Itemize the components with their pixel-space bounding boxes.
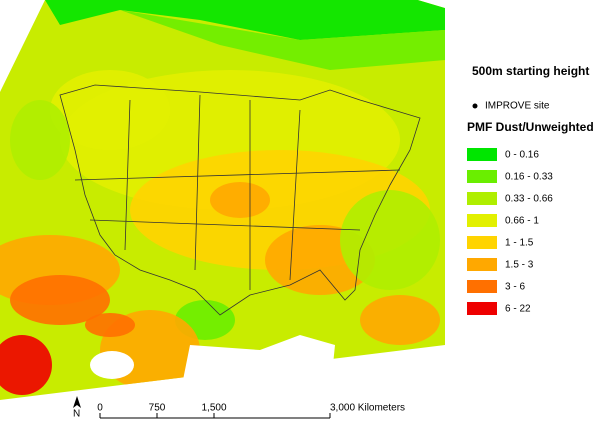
surface-patch — [120, 10, 445, 70]
scale-label: 0 — [97, 403, 103, 414]
north-arrow — [73, 396, 81, 408]
legend-label: 6 - 22 — [505, 304, 531, 315]
legend-swatch — [467, 280, 497, 293]
water-gap — [90, 351, 134, 379]
scale-area: N 0 750 1,500 3,000 Kilometers — [0, 396, 445, 427]
site-symbol — [472, 103, 478, 109]
site-legend-label: IMPROVE site — [485, 101, 550, 112]
surface-patch — [210, 182, 270, 218]
legend-title: PMF Dust/Unweighted — [467, 120, 594, 134]
surface-patch — [45, 0, 445, 40]
legend-swatch — [467, 148, 497, 161]
legend-swatch — [467, 302, 497, 315]
surface-patch — [0, 335, 52, 395]
scale-background — [0, 400, 445, 427]
legend-label: 1.5 - 3 — [505, 260, 534, 271]
country-outline — [59, 84, 421, 316]
scale-label: 750 — [149, 403, 166, 414]
legend-label: 0.33 - 0.66 — [505, 194, 553, 205]
legend-label: 0.16 - 0.33 — [505, 172, 553, 183]
scale-label: 1,500 — [201, 403, 226, 414]
scale-label: 3,000 Kilometers — [330, 403, 405, 414]
legend: 0 - 0.16 0.16 - 0.33 0.33 - 0.66 0.66 - 1 1 … — [467, 148, 553, 315]
state-borders — [74, 94, 401, 290]
surface-patch — [50, 70, 170, 150]
legend-swatch — [467, 258, 497, 271]
surface-patch — [340, 190, 440, 290]
legend-swatch — [467, 236, 497, 249]
dust-surface — [0, 0, 445, 400]
blank-area — [445, 345, 601, 400]
water-gap — [180, 335, 335, 395]
legend-swatch — [467, 170, 497, 183]
surface-patch — [10, 275, 110, 325]
surface-patch — [10, 100, 70, 180]
legend-label: 3 - 6 — [505, 282, 525, 293]
legend-label: 0.66 - 1 — [505, 216, 539, 227]
scale-ticks: 0 750 1,500 3,000 Kilometers — [97, 403, 405, 418]
legend-swatch — [467, 214, 497, 227]
map-title: 500m starting height — [472, 64, 589, 78]
legend-swatch — [467, 192, 497, 205]
north-label: N — [73, 409, 80, 420]
surface-patch — [360, 295, 440, 345]
legend-label: 1 - 1.5 — [505, 238, 534, 249]
surface-patch — [85, 313, 135, 337]
legend-label: 0 - 0.16 — [505, 150, 539, 161]
